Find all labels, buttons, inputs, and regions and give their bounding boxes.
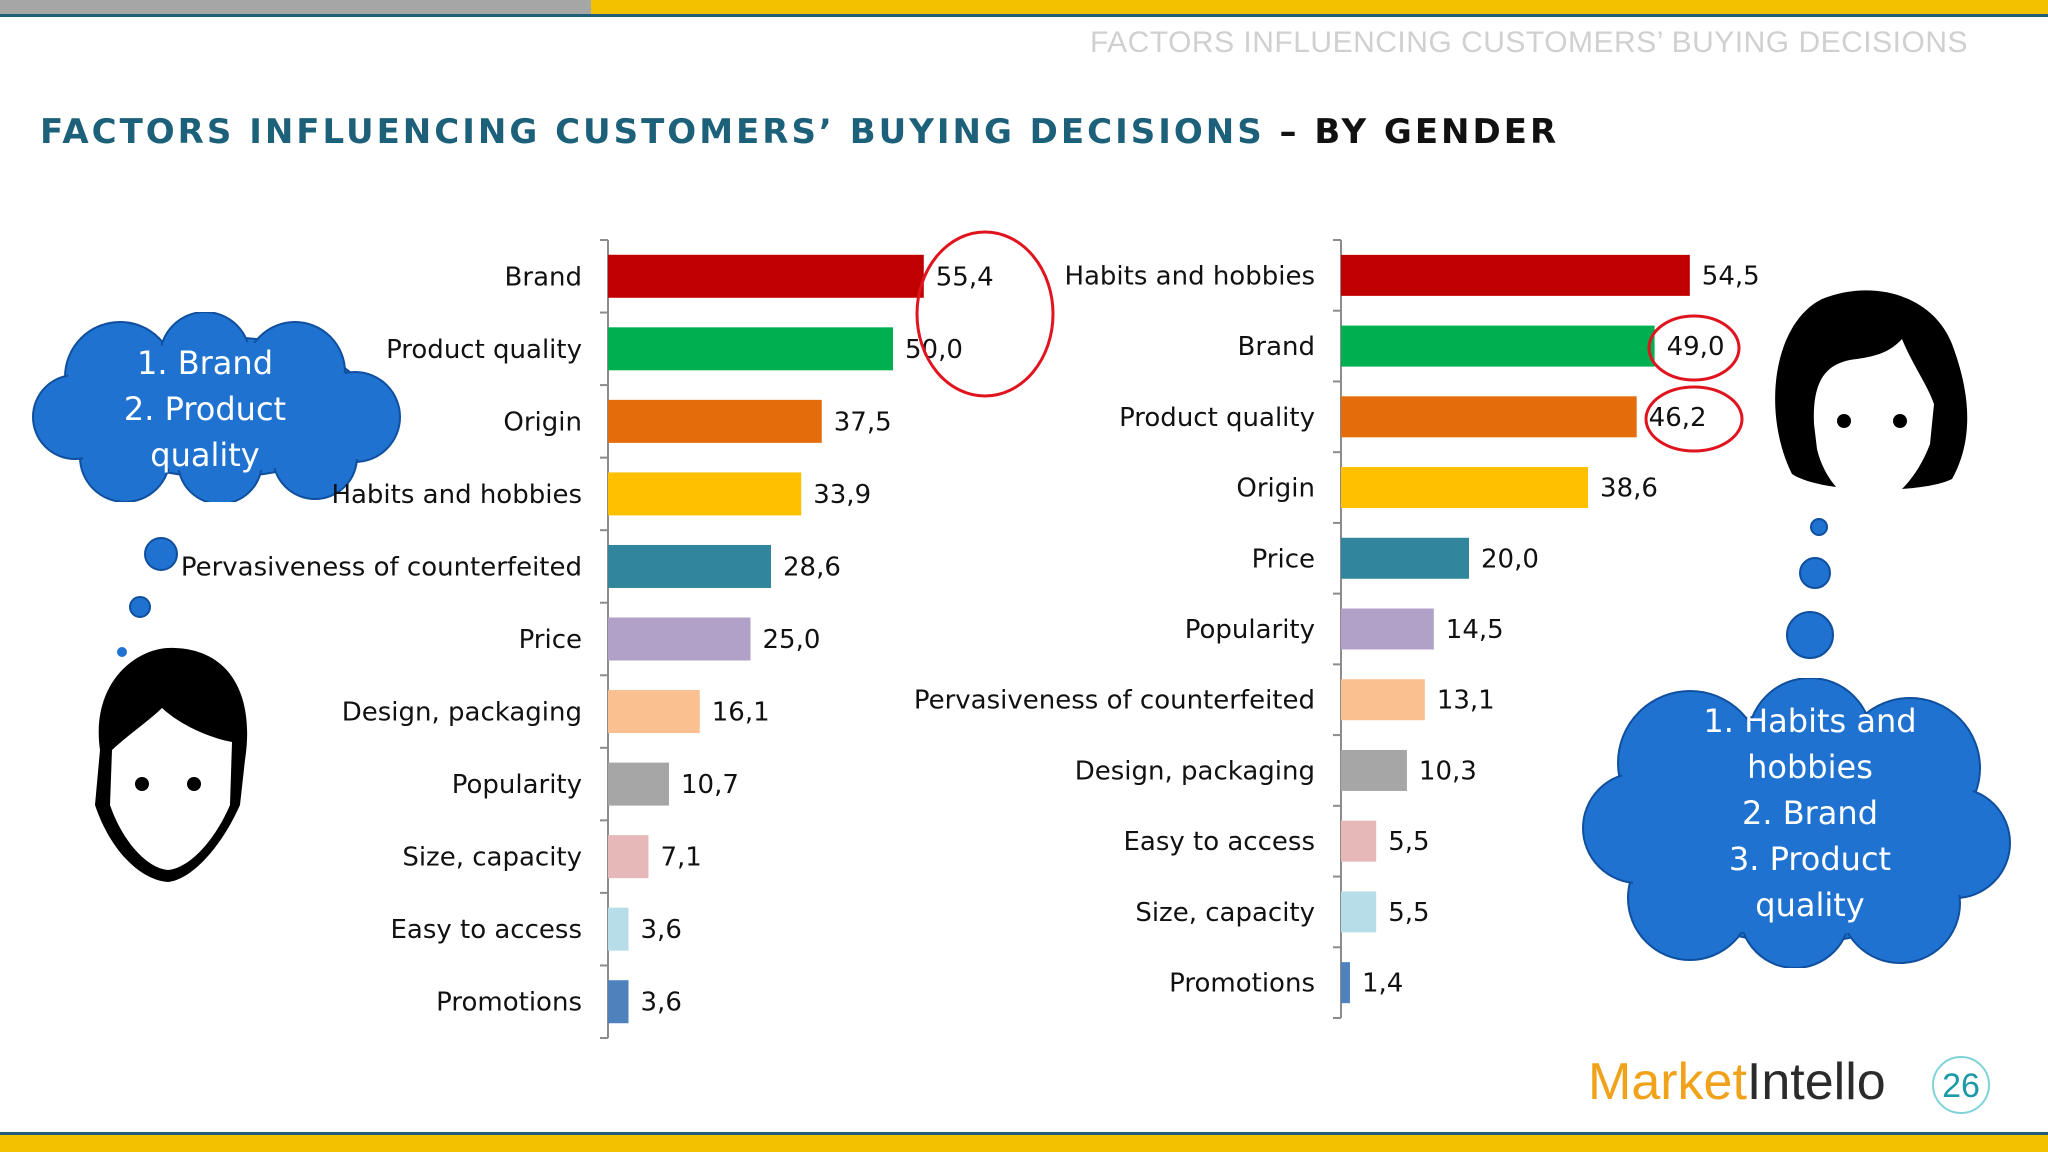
female-thought-bubbles xyxy=(1786,518,1834,659)
value-label: 5,5 xyxy=(1388,827,1429,857)
male-thought-line: quality xyxy=(150,436,260,474)
bar xyxy=(1341,325,1655,367)
bar xyxy=(608,762,669,806)
category-label: Easy to access xyxy=(1123,827,1315,857)
male-face-icon xyxy=(95,647,248,882)
value-label: 5,5 xyxy=(1388,898,1429,928)
category-label: Origin xyxy=(503,407,582,437)
female-thought-cloud xyxy=(1582,678,2011,968)
category-label: Origin xyxy=(1236,474,1315,504)
male-thought-line: 1. Brand xyxy=(136,344,273,382)
marketintello-logo: MarketIntello xyxy=(1588,1052,1886,1112)
female-face-icon xyxy=(1775,290,1968,506)
category-label: Brand xyxy=(1238,332,1315,362)
bottom-bar xyxy=(0,1132,2048,1152)
bar xyxy=(1341,749,1407,791)
category-label: Product quality xyxy=(386,335,582,365)
value-label: 25,0 xyxy=(763,625,821,655)
value-label: 16,1 xyxy=(712,698,770,728)
logo-part-intello: Intello xyxy=(1746,1053,1886,1111)
value-label: 33,9 xyxy=(813,480,871,510)
category-label: Design, packaging xyxy=(1075,756,1315,786)
top-bar-gray xyxy=(0,0,591,17)
value-label: 37,5 xyxy=(834,407,892,437)
category-label: Habits and hobbies xyxy=(1064,261,1315,291)
value-label: 7,1 xyxy=(660,843,701,873)
bar xyxy=(608,254,924,298)
category-label: Promotions xyxy=(436,988,582,1018)
bar xyxy=(608,544,772,588)
value-label: 1,4 xyxy=(1362,969,1403,999)
bar xyxy=(608,980,629,1024)
male-thought-cloud xyxy=(32,312,401,502)
value-label: 3,6 xyxy=(641,915,682,945)
page-number: 26 xyxy=(1932,1056,1990,1114)
category-label: Price xyxy=(519,625,582,655)
male-thought-bubbles xyxy=(117,537,178,657)
category-label: Brand xyxy=(505,262,582,292)
value-label: 49,0 xyxy=(1667,332,1725,362)
bar xyxy=(608,835,649,879)
value-label: 54,5 xyxy=(1702,261,1760,291)
female-thought-line: quality xyxy=(1755,886,1865,924)
category-label: Product quality xyxy=(1119,403,1315,433)
top-bar-yellow xyxy=(591,0,2048,17)
value-label: 55,4 xyxy=(936,262,994,292)
bar xyxy=(608,617,751,661)
bar xyxy=(1341,608,1434,650)
category-label: Size, capacity xyxy=(1135,898,1315,928)
category-label: Price xyxy=(1252,544,1315,574)
value-label: 3,6 xyxy=(641,988,682,1018)
bar xyxy=(608,327,893,371)
female-thought-line: hobbies xyxy=(1747,748,1873,786)
male-thought-text: 1. Brand 2. Product quality xyxy=(70,340,340,478)
male-thought-line: 2. Product xyxy=(123,390,287,428)
value-label: 46,2 xyxy=(1649,403,1707,433)
bar xyxy=(1341,679,1425,721)
highlight-circle xyxy=(1644,385,1744,453)
value-label: 10,3 xyxy=(1419,756,1477,786)
value-label: 50,0 xyxy=(905,335,963,365)
female-thought-line: 2. Brand xyxy=(1741,794,1878,832)
category-label: Easy to access xyxy=(390,915,582,945)
category-label: Pervasiveness of counterfeited xyxy=(181,552,582,582)
value-label: 38,6 xyxy=(1600,474,1658,504)
bar xyxy=(1341,962,1350,1004)
bar xyxy=(608,472,802,516)
value-label: 10,7 xyxy=(681,770,739,800)
category-label: Design, packaging xyxy=(342,698,582,728)
bar xyxy=(1341,396,1637,438)
value-label: 13,1 xyxy=(1437,686,1495,716)
value-label: 20,0 xyxy=(1481,544,1539,574)
highlight-circle xyxy=(1647,314,1741,382)
female-thought-line: 3. Product xyxy=(1728,840,1892,878)
slide-title: FACTORS INFLUENCING CUSTOMERS’ BUYING DE… xyxy=(40,112,1559,152)
running-header: FACTORS INFLUENCING CUSTOMERS’ BUYING DE… xyxy=(1089,26,1968,59)
female-thought-text: 1. Habits and hobbies 2. Brand 3. Produc… xyxy=(1640,698,1980,928)
bar xyxy=(608,399,822,443)
category-label: Size, capacity xyxy=(402,843,582,873)
category-label: Popularity xyxy=(1185,615,1315,645)
bar xyxy=(1341,467,1589,509)
bar xyxy=(1341,820,1377,862)
title-main: FACTORS INFLUENCING CUSTOMERS’ BUYING DE… xyxy=(40,112,1265,152)
bar xyxy=(1341,254,1690,296)
bar xyxy=(608,690,700,734)
bar xyxy=(1341,537,1469,579)
title-suffix: – BY GENDER xyxy=(1264,112,1560,152)
category-label: Pervasiveness of counterfeited xyxy=(914,686,1315,716)
category-label: Popularity xyxy=(452,770,582,800)
highlight-circle xyxy=(915,230,1055,398)
bar xyxy=(608,907,629,951)
bar xyxy=(1341,891,1377,933)
female-thought-line: 1. Habits and xyxy=(1703,702,1917,740)
value-label: 28,6 xyxy=(783,552,841,582)
logo-part-market: Market xyxy=(1588,1053,1747,1111)
category-label: Promotions xyxy=(1169,969,1315,999)
value-label: 14,5 xyxy=(1446,615,1504,645)
